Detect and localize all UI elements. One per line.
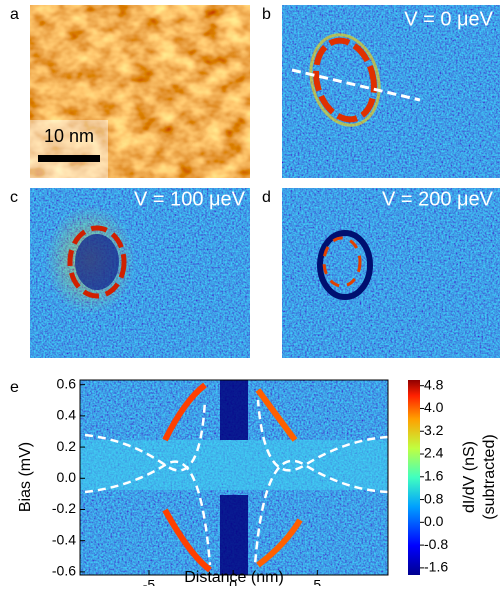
model-curve [253,459,388,566]
colorbar-title: dI/dV (nS) [461,441,478,513]
x-tick-label: 5 [313,577,321,586]
y-tick-label: -0.2 [52,500,76,516]
colorbar-tick-label: -0.8 [424,536,448,552]
conductance-map [282,188,500,358]
bias-annotation: V = 0 μeV [404,8,493,30]
panel-label: a [10,6,19,23]
model-curve [84,460,212,566]
model-curve [84,399,207,472]
bias-annotation: V = 200 μeV [382,188,494,210]
panel-label: d [262,189,271,206]
topography-image [30,5,250,178]
colorbar-tick-label: 4.0 [424,399,444,415]
model-curve [256,399,388,472]
linecut [291,68,421,102]
feature [162,508,212,573]
ring-dark [317,230,373,300]
colorbar-tick-label: 4.8 [424,376,444,392]
dark-region [220,380,248,440]
feature [256,518,303,568]
x-axis-title: Distance (nm) [184,569,284,586]
ring [322,236,362,288]
colorbar-tick-label: 1.6 [424,467,444,483]
colorbar-tick-label: 3.2 [424,422,444,438]
ring [67,225,127,299]
colorbar-subtitle: (subtracted) [481,434,498,519]
feature [255,388,298,442]
y-tick-label: -0.6 [52,563,76,579]
colorbar [408,380,420,575]
plot-frame [79,379,389,576]
y-axis-title: Bias (mV) [17,442,34,512]
linecut-map [80,380,388,575]
ring-halo [309,33,381,127]
bias-annotation: V = 100 μeV [134,188,246,210]
scalebar-label: 10 nm [44,126,94,146]
scalebar-box [30,120,108,178]
ring [313,37,377,123]
scalebar [38,155,100,162]
conductance-map [282,5,500,178]
colorbar-tick-label: 0.8 [424,490,444,506]
y-tick-label: 0.6 [57,375,77,391]
x-tick-label: -5 [143,577,156,586]
panel-label: b [262,6,271,23]
y-tick-label: 0.0 [57,469,77,485]
colorbar-tick-label: 2.4 [424,445,444,461]
colorbar-tick-label: -1.6 [424,559,448,575]
feature [162,382,207,442]
y-tick-label: -0.4 [52,531,76,547]
panel-label: c [10,189,18,206]
y-tick-label: 0.2 [57,438,77,454]
colorbar-tick-label: 0.0 [424,513,444,529]
core [75,234,119,290]
dark-region [220,495,248,575]
x-tick-label: 0 [229,577,237,586]
panel-label: e [10,379,19,396]
y-tick-label: 0.4 [57,407,77,423]
